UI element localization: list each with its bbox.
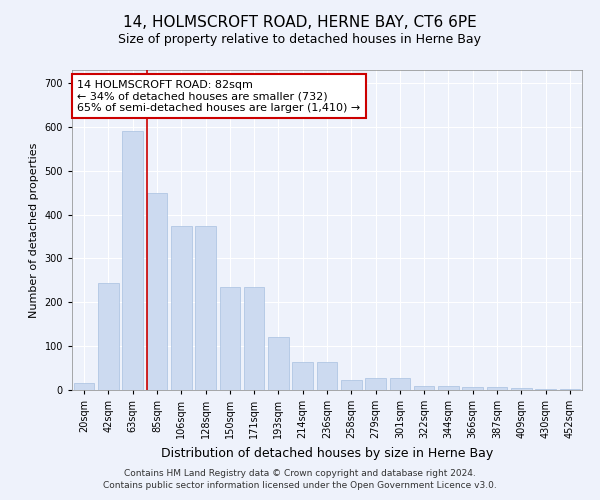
Bar	[414, 386, 434, 390]
Bar	[389, 378, 410, 390]
Bar	[146, 192, 167, 390]
X-axis label: Distribution of detached houses by size in Herne Bay: Distribution of detached houses by size …	[161, 446, 493, 460]
Bar	[438, 386, 459, 390]
Bar	[244, 287, 265, 390]
Bar	[292, 362, 313, 390]
Text: Contains public sector information licensed under the Open Government Licence v3: Contains public sector information licen…	[103, 481, 497, 490]
Bar	[171, 226, 191, 390]
Bar	[74, 384, 94, 390]
Bar	[268, 338, 289, 390]
Bar	[122, 132, 143, 390]
Bar	[317, 362, 337, 390]
Y-axis label: Number of detached properties: Number of detached properties	[29, 142, 39, 318]
Bar	[535, 388, 556, 390]
Text: Contains HM Land Registry data © Crown copyright and database right 2024.: Contains HM Land Registry data © Crown c…	[124, 468, 476, 477]
Text: Size of property relative to detached houses in Herne Bay: Size of property relative to detached ho…	[119, 32, 482, 46]
Text: 14, HOLMSCROFT ROAD, HERNE BAY, CT6 6PE: 14, HOLMSCROFT ROAD, HERNE BAY, CT6 6PE	[123, 15, 477, 30]
Bar	[511, 388, 532, 390]
Bar	[98, 282, 119, 390]
Bar	[365, 378, 386, 390]
Bar	[487, 387, 508, 390]
Bar	[341, 380, 362, 390]
Bar	[195, 226, 216, 390]
Bar	[463, 387, 483, 390]
Text: 14 HOLMSCROFT ROAD: 82sqm
← 34% of detached houses are smaller (732)
65% of semi: 14 HOLMSCROFT ROAD: 82sqm ← 34% of detac…	[77, 80, 361, 113]
Bar	[560, 388, 580, 390]
Bar	[220, 287, 240, 390]
